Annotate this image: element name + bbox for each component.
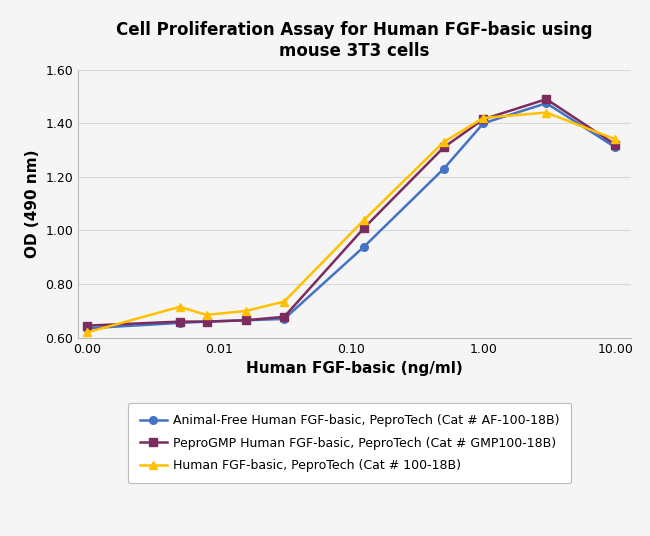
Animal-Free Human FGF-basic, PeproTech (Cat # AF-100-18B) <box>440 166 448 172</box>
PeproGMP Human FGF-basic, PeproTech (Cat # GMP100-18B) <box>176 318 183 325</box>
PeproGMP Human FGF-basic, PeproTech (Cat # GMP100-18B) <box>543 96 551 102</box>
X-axis label: Human FGF-basic (ng/ml): Human FGF-basic (ng/ml) <box>246 361 463 376</box>
Human FGF-basic, PeproTech (Cat # 100-18B) <box>203 311 211 318</box>
PeproGMP Human FGF-basic, PeproTech (Cat # GMP100-18B) <box>612 142 619 148</box>
Human FGF-basic, PeproTech (Cat # 100-18B) <box>280 298 288 304</box>
PeproGMP Human FGF-basic, PeproTech (Cat # GMP100-18B) <box>440 144 448 151</box>
Animal-Free Human FGF-basic, PeproTech (Cat # AF-100-18B) <box>203 318 211 325</box>
Line: PeproGMP Human FGF-basic, PeproTech (Cat # GMP100-18B): PeproGMP Human FGF-basic, PeproTech (Cat… <box>83 95 619 330</box>
Animal-Free Human FGF-basic, PeproTech (Cat # AF-100-18B) <box>480 120 488 126</box>
Human FGF-basic, PeproTech (Cat # 100-18B) <box>543 109 551 116</box>
PeproGMP Human FGF-basic, PeproTech (Cat # GMP100-18B) <box>83 322 91 329</box>
Animal-Free Human FGF-basic, PeproTech (Cat # AF-100-18B) <box>543 100 551 106</box>
Line: Human FGF-basic, PeproTech (Cat # 100-18B): Human FGF-basic, PeproTech (Cat # 100-18… <box>83 109 619 336</box>
Title: Cell Proliferation Assay for Human FGF-basic using
mouse 3T3 cells: Cell Proliferation Assay for Human FGF-b… <box>116 21 593 60</box>
Line: Animal-Free Human FGF-basic, PeproTech (Cat # AF-100-18B): Animal-Free Human FGF-basic, PeproTech (… <box>83 99 619 332</box>
Human FGF-basic, PeproTech (Cat # 100-18B) <box>176 303 183 310</box>
Human FGF-basic, PeproTech (Cat # 100-18B) <box>480 115 488 121</box>
Animal-Free Human FGF-basic, PeproTech (Cat # AF-100-18B) <box>280 316 288 322</box>
PeproGMP Human FGF-basic, PeproTech (Cat # GMP100-18B) <box>242 317 250 323</box>
Human FGF-basic, PeproTech (Cat # 100-18B) <box>360 217 368 223</box>
Animal-Free Human FGF-basic, PeproTech (Cat # AF-100-18B) <box>360 243 368 250</box>
Human FGF-basic, PeproTech (Cat # 100-18B) <box>242 308 250 314</box>
Animal-Free Human FGF-basic, PeproTech (Cat # AF-100-18B) <box>176 319 183 326</box>
Animal-Free Human FGF-basic, PeproTech (Cat # AF-100-18B) <box>612 144 619 151</box>
PeproGMP Human FGF-basic, PeproTech (Cat # GMP100-18B) <box>280 314 288 320</box>
Animal-Free Human FGF-basic, PeproTech (Cat # AF-100-18B) <box>83 325 91 331</box>
Animal-Free Human FGF-basic, PeproTech (Cat # AF-100-18B) <box>242 317 250 323</box>
Human FGF-basic, PeproTech (Cat # 100-18B) <box>440 139 448 145</box>
Human FGF-basic, PeproTech (Cat # 100-18B) <box>612 136 619 143</box>
PeproGMP Human FGF-basic, PeproTech (Cat # GMP100-18B) <box>203 318 211 325</box>
Human FGF-basic, PeproTech (Cat # 100-18B) <box>83 329 91 336</box>
PeproGMP Human FGF-basic, PeproTech (Cat # GMP100-18B) <box>360 225 368 231</box>
PeproGMP Human FGF-basic, PeproTech (Cat # GMP100-18B) <box>480 116 488 123</box>
Legend: Animal-Free Human FGF-basic, PeproTech (Cat # AF-100-18B), PeproGMP Human FGF-ba: Animal-Free Human FGF-basic, PeproTech (… <box>129 403 571 483</box>
Y-axis label: OD (490 nm): OD (490 nm) <box>25 150 40 258</box>
